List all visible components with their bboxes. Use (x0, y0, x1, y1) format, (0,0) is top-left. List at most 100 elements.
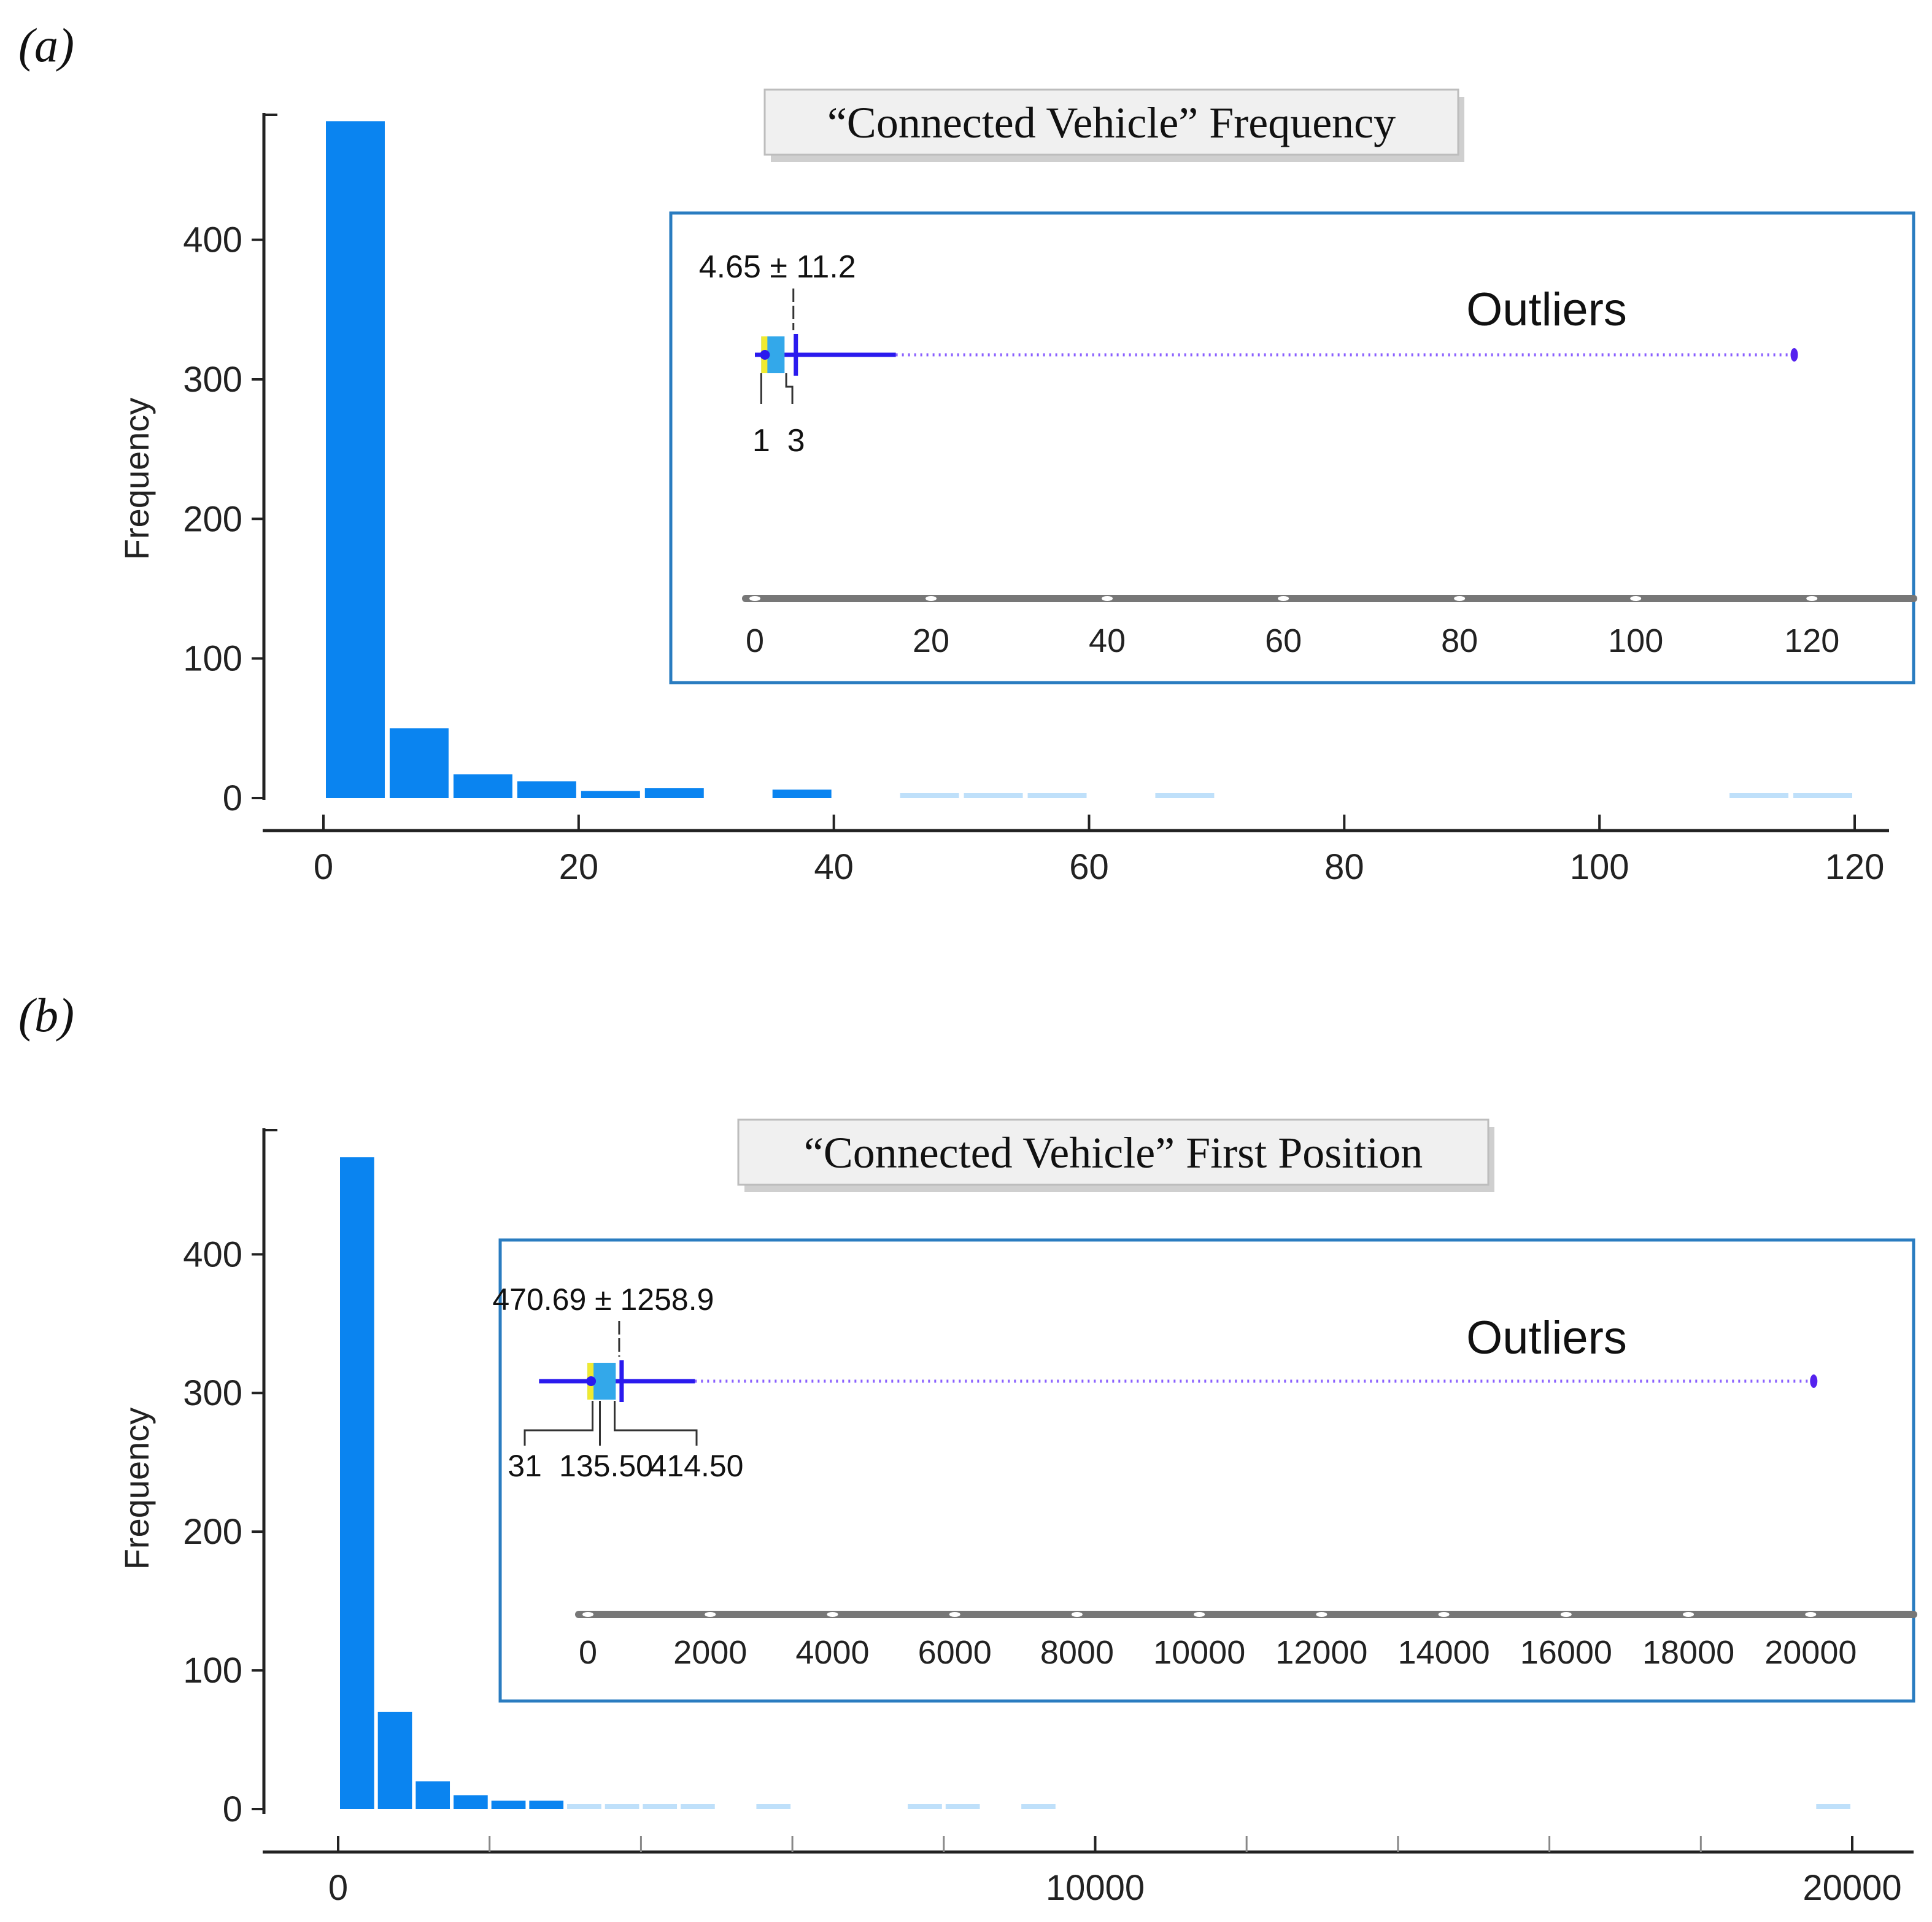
y-tick-label: 200 (183, 1512, 242, 1552)
inset-tick-label: 40 (1089, 622, 1126, 659)
chart-title-box: “Connected Vehicle” First Position (737, 1118, 1494, 1192)
chart-title-box: “Connected Vehicle” Frequency (763, 88, 1464, 162)
inset-tick-label: 4000 (795, 1634, 869, 1671)
inset-tick-label: 12000 (1275, 1634, 1367, 1671)
inset-tick-label: 120 (1784, 622, 1839, 659)
histogram-bar (326, 121, 385, 799)
inset-frame (498, 1238, 1915, 1703)
histogram-bar (340, 1157, 374, 1809)
x-tick-label: 0 (314, 847, 333, 887)
y-tick-label: 400 (183, 1234, 242, 1274)
y-tick-label: 0 (223, 778, 242, 818)
histogram-bar (581, 791, 640, 798)
histogram-bar (964, 793, 1023, 798)
histogram-bar (1816, 1804, 1850, 1809)
x-tick-label: 60 (1069, 847, 1109, 887)
histogram-bar (454, 1795, 488, 1809)
histogram-bar (529, 1800, 564, 1809)
max-point (1810, 1374, 1818, 1388)
median-dot (760, 350, 770, 360)
inset-axis-dot (1438, 1612, 1450, 1617)
inset-tick-label: 18000 (1642, 1634, 1734, 1671)
median-dot (586, 1376, 597, 1386)
histogram-bar (605, 1804, 639, 1809)
histogram-bar (1027, 793, 1087, 798)
y-tick-label: 300 (183, 360, 242, 400)
inset-tick-label: 60 (1265, 622, 1302, 659)
x-tick-label: 0 (328, 1868, 348, 1908)
inset-tick-label: 10000 (1153, 1634, 1245, 1671)
histogram-bar (415, 1781, 450, 1809)
histogram-bar (772, 789, 832, 798)
y-tick-label: 400 (183, 220, 242, 260)
histogram-bar (756, 1804, 791, 1809)
histogram-bar (389, 728, 449, 798)
histogram-bar (900, 793, 959, 798)
boxplot-inset: Outliers 0 2000 4000 6000 8000 10000 12000 1400… (492, 1238, 1917, 1703)
y-axis-label: Frequency (117, 1408, 156, 1570)
x-tick-label: 120 (1825, 847, 1885, 887)
x-tick-label: 100 (1570, 847, 1629, 887)
histogram-bar (377, 1711, 412, 1809)
inset-frame (669, 211, 1915, 684)
histogram-bar (945, 1804, 980, 1809)
histogram-bars (340, 1157, 1850, 1809)
histogram-bars (326, 121, 1852, 799)
q3-label: 414.50 (650, 1449, 744, 1483)
x-tick-label: 20000 (1803, 1868, 1901, 1908)
histogram-bar (453, 774, 512, 798)
inset-tick-label: 100 (1608, 622, 1663, 659)
q1-label: 31 (508, 1449, 542, 1483)
inset-tick-label: 6000 (918, 1634, 992, 1671)
mean-sd-label: 470.69 ± 1258.9 (492, 1282, 714, 1317)
histogram-bar (681, 1804, 715, 1809)
inset-tick-label: 2000 (673, 1634, 747, 1671)
inset-axis-dot (749, 596, 760, 601)
histogram-bar (1729, 793, 1789, 798)
histogram-bar (1021, 1804, 1056, 1809)
inset-tick-label: 80 (1441, 622, 1478, 659)
inset-axis-dot (949, 1612, 960, 1617)
chart-title: “Connected Vehicle” First Position (804, 1128, 1423, 1177)
y-axis-ticks: 0 100 200 300 400 (183, 220, 264, 818)
histogram-bar (491, 1800, 526, 1809)
q3-bracket (613, 1401, 698, 1446)
histogram-bar (908, 1804, 942, 1809)
y-tick-label: 300 (183, 1373, 242, 1413)
inset-axis-dot (1454, 596, 1466, 601)
x-tick-label: 20 (559, 847, 599, 887)
x-tick-label: 40 (814, 847, 854, 887)
inset-axis-dot (1278, 596, 1289, 601)
outliers-label: Outliers (1466, 1312, 1627, 1364)
inset-axis-dot (1683, 1612, 1694, 1617)
panel-label: (b) (18, 988, 74, 1042)
q1-label: 1 (752, 423, 770, 459)
y-axis-label: Frequency (117, 398, 156, 560)
inset-axis-dot (705, 1612, 716, 1617)
inset-axis-dot (1805, 1612, 1817, 1617)
inset-axis-dot (1630, 596, 1642, 601)
histogram-bar (1793, 793, 1852, 798)
outliers-label: Outliers (1466, 284, 1627, 336)
x-axis-ticks: 0 20 40 60 80 100 120 (314, 815, 1885, 887)
x-axis-ticks: 0 10000 20000 (328, 1836, 1902, 1908)
inset-axis-dot (1194, 1612, 1205, 1617)
y-tick-label: 200 (183, 499, 242, 539)
histogram-bar (1155, 793, 1215, 798)
y-tick-label: 0 (223, 1789, 242, 1829)
x-tick-label: 10000 (1046, 1868, 1145, 1908)
inset-axis-dot (1806, 596, 1818, 601)
inset-axis-dot (582, 1612, 593, 1617)
inset-axis-dot (1316, 1612, 1327, 1617)
y-axis-ticks: 0 100 200 300 400 (183, 1234, 264, 1829)
panel-label: (a) (18, 18, 74, 72)
inset-axis-dot (1102, 596, 1113, 601)
inset-tick-label: 16000 (1520, 1634, 1612, 1671)
inset-tick-label: 0 (746, 622, 764, 659)
inset-axis-dot (1071, 1612, 1083, 1617)
inset-tick-label: 20000 (1764, 1634, 1857, 1671)
boxplot-inset: Outliers 0 20 40 60 80 100 120 4.65 ± 11.2 1 3 (669, 211, 1917, 684)
q1-bracket (524, 1401, 593, 1446)
